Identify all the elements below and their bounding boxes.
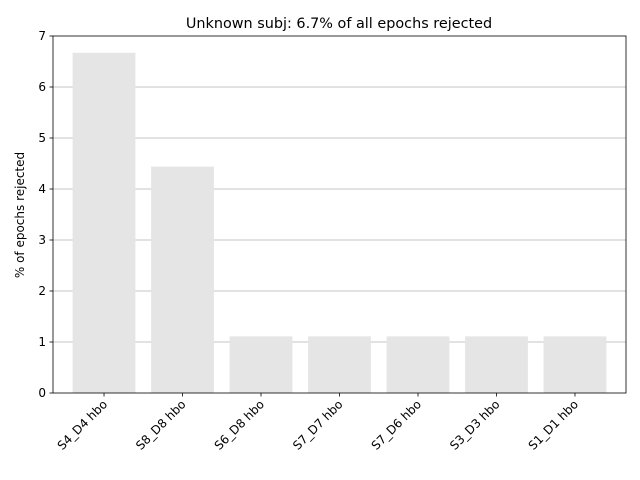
y-tick-label: 7: [38, 29, 46, 43]
bar: [229, 336, 293, 393]
x-tick-label: S7_D7 hbo: [290, 397, 346, 453]
x-axis-ticks: S4_D4 hbo S8_D8 hbo S6_D8 hbo S7_D7 hbo S7_D…: [55, 393, 581, 453]
bar: [72, 52, 136, 394]
bar: [386, 336, 450, 393]
x-tick-label: S7_D6 hbo: [369, 397, 425, 453]
y-tick-label: 1: [38, 335, 46, 349]
y-gridlines: [53, 86, 626, 343]
x-tick-label: S3_D3 hbo: [447, 397, 503, 453]
bar: [465, 336, 528, 393]
x-tick-label: S6_D8 hbo: [212, 397, 268, 453]
y-tick-label: 4: [38, 182, 46, 196]
bar: [151, 166, 214, 393]
y-tick-label: 5: [38, 131, 46, 145]
y-tick-label: 6: [38, 80, 46, 94]
y-tick-label: 3: [38, 233, 46, 247]
y-axis-label: % of epochs rejected: [13, 152, 27, 278]
bar: [543, 336, 607, 393]
bars: [72, 52, 607, 394]
y-tick-label: 0: [38, 386, 46, 400]
x-tick-label: S1_D1 hbo: [526, 397, 582, 453]
y-tick-label: 2: [38, 284, 46, 298]
chart-title: Unknown subj: 6.7% of all epochs rejecte…: [186, 16, 492, 32]
y-axis-ticks: 0 1 2 3 4 5 6 7: [38, 29, 53, 400]
x-tick-label: S8_D8 hbo: [133, 397, 189, 453]
x-tick-label: S4_D4 hbo: [55, 397, 111, 453]
bar: [308, 336, 371, 393]
